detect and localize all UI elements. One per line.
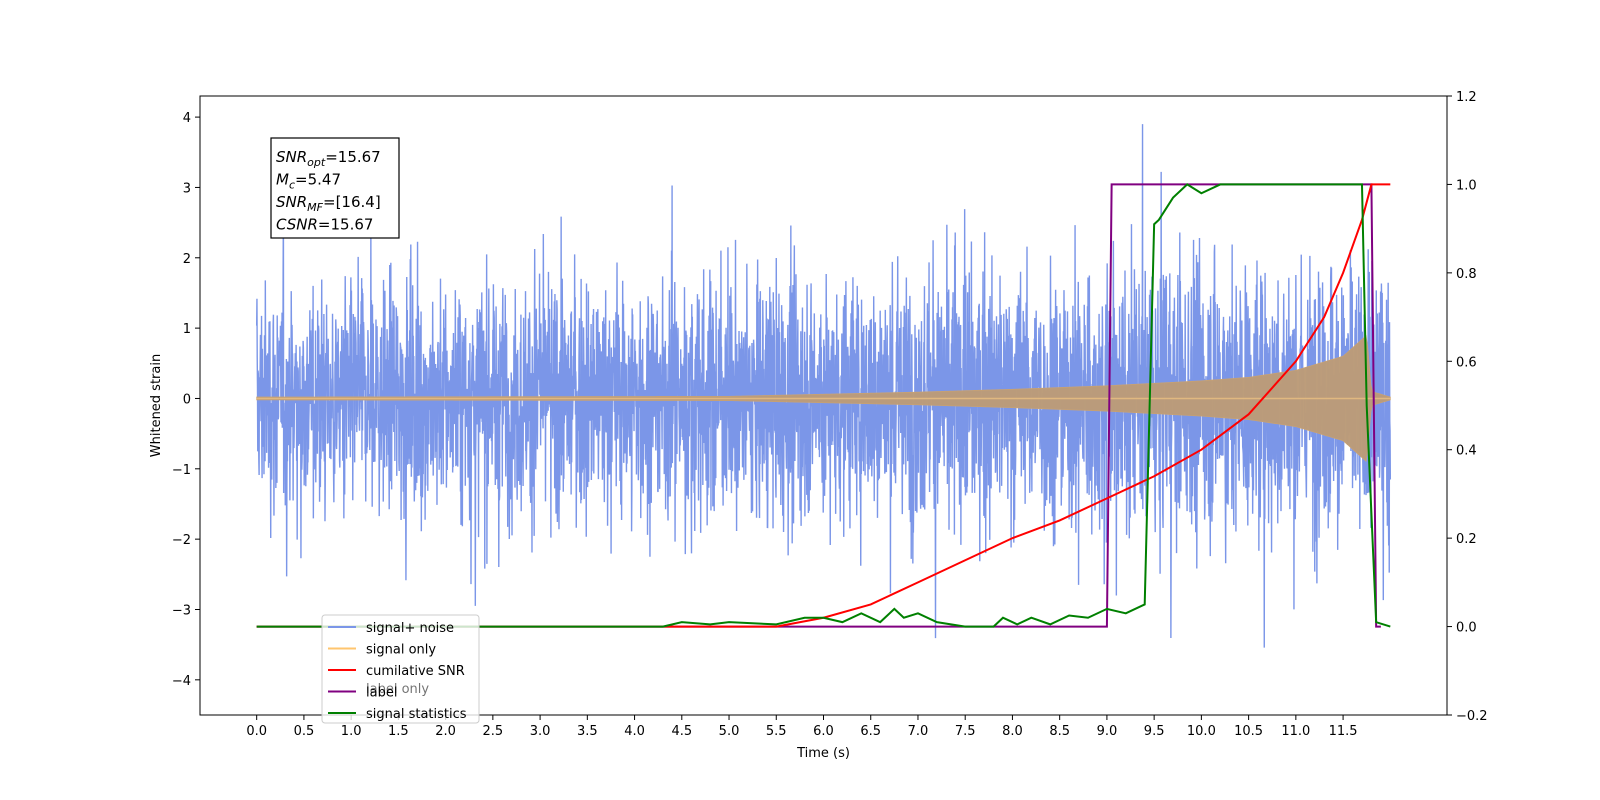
y2-tick-label: 0.8 — [1456, 267, 1477, 282]
x-tick-label: 6.5 — [860, 724, 881, 739]
x-tick-label: 1.5 — [388, 724, 409, 739]
y2-tick-label: 0.0 — [1456, 621, 1477, 636]
x-tick-label: 0.0 — [246, 724, 267, 739]
legend: label only signal+ noise signal only cumila… — [321, 614, 480, 724]
x-tick-label: 5.5 — [766, 724, 787, 739]
y-tick-label: 4 — [183, 111, 191, 126]
x-tick-label: 10.5 — [1234, 724, 1263, 739]
x-axis-label: Time (s) — [796, 746, 850, 761]
y-tick-label: −3 — [172, 603, 191, 618]
x-tick-label: 11.5 — [1329, 724, 1358, 739]
annotation-value: =5.47 — [295, 171, 341, 189]
plot-area — [255, 124, 1392, 648]
x-tick-label: 9.5 — [1144, 724, 1165, 739]
x-tick-label: 8.0 — [1002, 724, 1023, 739]
annotation-base: SNR — [276, 193, 307, 211]
signal-statistics-line — [256, 183, 1391, 628]
annotation-value: =15.67 — [318, 216, 374, 234]
y-tick-label: −4 — [172, 674, 191, 689]
x-tick-label: 8.5 — [1049, 724, 1070, 739]
y2-tick-label: 0.2 — [1456, 532, 1477, 547]
x-tick-label: 3.5 — [577, 724, 598, 739]
annotation-line: SNRMF=[16.4] — [276, 193, 381, 214]
annotation-base: CSNR — [276, 216, 318, 234]
legend-label: signal statistics — [366, 707, 467, 722]
y-tick-label: 2 — [183, 252, 191, 267]
annotation-sub: c — [289, 179, 295, 192]
axes: 0.0 0.5 1.0 1.5 2.0 2.5 3.0 3.5 4.0 4.5 5.0 5.5 6.0 6… — [149, 90, 1488, 761]
annotation-value: =[16.4] — [323, 193, 381, 211]
y2-tick-label: 0.6 — [1456, 355, 1477, 370]
legend-frame — [321, 614, 480, 724]
x-tick-label: 7.5 — [955, 724, 976, 739]
x-tick-label: 9.0 — [1097, 724, 1118, 739]
y2-tick-label: 1.0 — [1456, 178, 1477, 193]
legend-label: cumilative SNR — [366, 664, 465, 679]
annotation-base: M — [276, 171, 289, 189]
y-tick-label: −1 — [172, 463, 191, 478]
annotation-line: Mc=5.47 — [276, 171, 341, 192]
x-tick-label: 2.0 — [435, 724, 456, 739]
legend-label: signal only — [366, 643, 436, 658]
y2-tick-label: 0.4 — [1456, 444, 1477, 459]
y-tick-label: 0 — [183, 392, 191, 407]
annotation-sub: opt — [307, 156, 326, 169]
x-tick-label: 4.5 — [671, 724, 692, 739]
y-tick-label: −2 — [172, 533, 191, 548]
x-tick-label: 11.0 — [1281, 724, 1310, 739]
annotation-base: SNR — [276, 148, 307, 166]
annotation-value: =15.67 — [325, 148, 381, 166]
x-tick-label: 5.0 — [719, 724, 740, 739]
x-tick-label: 3.0 — [530, 724, 551, 739]
annotation-box: SNRopt=15.67Mc=5.47SNRMF=[16.4]CSNR=15.6… — [270, 137, 400, 239]
y-axis-label: Whitened strain — [149, 354, 164, 457]
y-tick-label: 1 — [183, 322, 191, 337]
x-tick-label: 2.5 — [483, 724, 504, 739]
x-tick-label: 0.5 — [294, 724, 315, 739]
y-tick-label: 3 — [183, 181, 191, 196]
annotation-line: CSNR=15.67 — [276, 216, 373, 234]
y2-tick-label: 1.2 — [1456, 90, 1477, 105]
y2-tick-label: −0.2 — [1456, 709, 1488, 724]
plot-clipped-group — [255, 124, 1392, 648]
annotation-sub: MF — [307, 201, 323, 214]
cumulative-snr-line — [256, 183, 1391, 628]
annotation-line: SNRopt=15.67 — [276, 148, 381, 169]
x-tick-label: 4.0 — [624, 724, 645, 739]
legend-overlap-text: label only — [366, 682, 429, 697]
x-tick-label: 7.0 — [908, 724, 929, 739]
x-tick-label: 6.0 — [813, 724, 834, 739]
legend-label: signal+ noise — [366, 621, 454, 636]
annotation-frame — [270, 137, 400, 239]
legend-label: label — [366, 686, 397, 701]
x-tick-label: 1.0 — [341, 724, 362, 739]
x-tick-label: 10.0 — [1187, 724, 1216, 739]
